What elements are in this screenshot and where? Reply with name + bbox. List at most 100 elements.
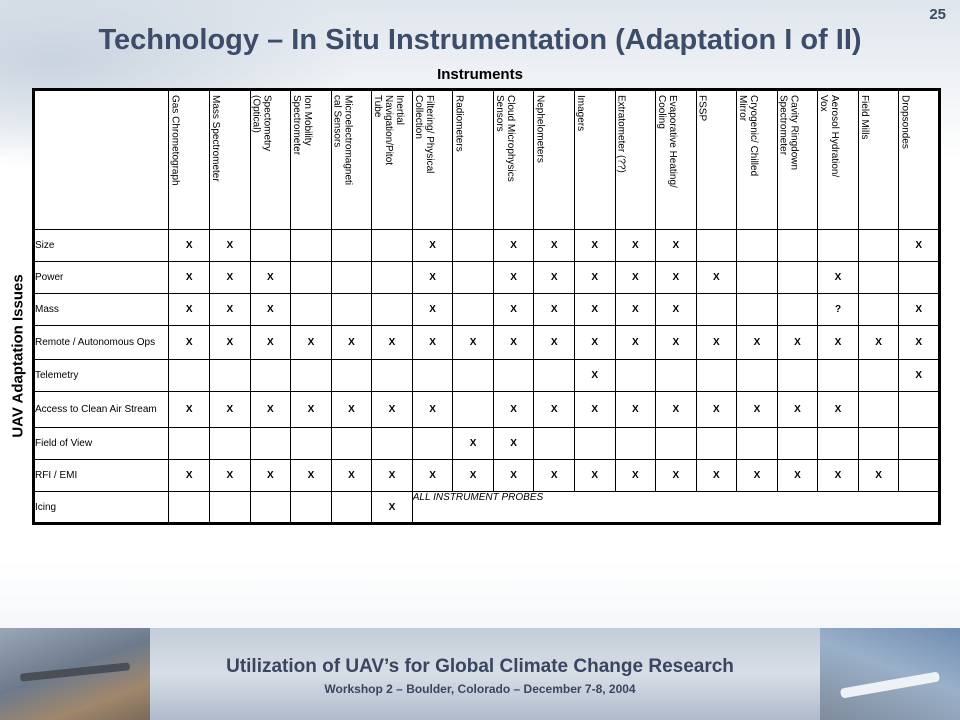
side-label-container: UAV Adaptation Issues: [6, 236, 30, 476]
table-row: Size X X X X X X X X X: [32, 229, 940, 262]
matrix-cell: X: [371, 391, 413, 428]
footer-title: Utilization of UAV’s for Global Climate …: [226, 656, 734, 677]
matrix-cell: [249, 491, 292, 524]
matrix-cell: X: [533, 391, 575, 428]
matrix-cell: [249, 229, 292, 262]
matrix-cell: X: [492, 229, 535, 262]
matrix-cell: [371, 427, 413, 460]
matrix-cell: X: [573, 459, 616, 492]
matrix-cell: X: [249, 391, 292, 428]
matrix-cell: [290, 293, 332, 326]
matrix-cell: X: [655, 293, 697, 326]
matrix-cell: X: [614, 293, 657, 326]
matrix-cell: [533, 359, 575, 392]
matrix-cell: X: [655, 261, 697, 294]
instrument-header: Radiometers: [452, 89, 494, 230]
matrix-cell: X: [209, 261, 251, 294]
instrument-name: Aerosol Hydration/ Vox: [818, 95, 841, 178]
matrix-cell: [411, 359, 454, 392]
matrix-cell: [695, 359, 738, 392]
matrix-cell: X: [290, 391, 332, 428]
matrix-cell: [573, 427, 616, 460]
matrix-cell: X: [452, 427, 494, 460]
matrix-cell: X: [533, 261, 575, 294]
instrument-name: Cryogenic/ Chilled Mirror: [737, 95, 760, 177]
issue-label: Field of View: [32, 427, 170, 460]
table-row: Icing X ALL INSTRUMENT PROBES: [32, 491, 941, 524]
matrix-cell: [249, 359, 292, 392]
instrument-header: Cavity Ringdown Spectrometer: [776, 89, 819, 230]
matrix-cell: [209, 427, 251, 460]
matrix-cell: X: [857, 459, 900, 492]
matrix-cell: X: [655, 325, 697, 360]
instrument-name: Gas Chrometograph: [169, 95, 181, 186]
matrix-cell: X: [898, 229, 940, 262]
table-row: Power X X X X X X X X X X X: [32, 261, 940, 294]
matrix-cell: [655, 359, 697, 392]
matrix-cell: X: [411, 325, 454, 360]
matrix-cell: X: [776, 391, 819, 428]
matrix-cell: [614, 359, 657, 392]
instrument-header: Spectometry (Optical): [249, 89, 292, 230]
matrix-cell: [655, 427, 697, 460]
matrix-cell: X: [614, 459, 657, 492]
matrix-cell: [695, 229, 738, 262]
matrix-cell: X: [857, 325, 900, 360]
matrix-cell: X: [655, 229, 697, 262]
matrix-cell: X: [249, 293, 292, 326]
instrument-header: FSSP: [695, 89, 738, 230]
footer-banner: Utilization of UAV’s for Global Climate …: [0, 628, 960, 720]
matrix-cell: [371, 359, 413, 392]
matrix-cell: X: [371, 491, 413, 524]
table-row: Field of View X X: [32, 427, 940, 460]
matrix-cell: X: [371, 325, 413, 360]
matrix-cell: [168, 359, 211, 392]
instrument-name: Cloud Microphysics Sensors: [493, 95, 516, 182]
matrix-cell: X: [492, 325, 535, 360]
adaptation-matrix: Gas Chrometograph Mass Spectrometer Specto…: [32, 88, 941, 525]
instrument-name: Microelectromagneti cal Sensors: [331, 95, 354, 186]
instrument-header: Cloud Microphysics Sensors: [492, 89, 535, 230]
matrix-cell: [776, 261, 819, 294]
instrument-header: Filtering/ Physical Collection: [411, 89, 454, 230]
instrument-name: Filtering/ Physical Collection: [412, 95, 435, 174]
matrix-cell: [168, 491, 211, 524]
matrix-cell: [898, 459, 940, 492]
matrix-cell: [290, 261, 332, 294]
matrix-cell: [614, 427, 657, 460]
instrument-name: Imagers: [574, 95, 586, 132]
matrix-cell: [492, 359, 535, 392]
instrument-header-row: Gas Chrometograph Mass Spectrometer Specto…: [32, 89, 940, 230]
matrix-cell: X: [898, 325, 940, 360]
instrument-name: FSSP: [696, 95, 708, 122]
slide-title: Technology – In Situ Instrumentation (Ad…: [98, 24, 862, 56]
matrix-cell: [330, 293, 373, 326]
matrix-cell: [898, 391, 940, 428]
matrix-cell: [330, 229, 373, 262]
instrument-name: Evaporative Heating/ Cooling: [656, 95, 679, 188]
issue-label: Remote / Autonomous Ops: [32, 325, 170, 360]
matrix-cell: X: [209, 229, 251, 262]
matrix-cell: X: [695, 325, 738, 360]
instrument-name: Spectometry (Optical): [250, 95, 273, 152]
matrix-cell: [857, 293, 900, 326]
matrix-cell: X: [533, 325, 575, 360]
matrix-cell: X: [492, 459, 535, 492]
matrix-cell: [817, 229, 859, 262]
instrument-name: Cavity Ringdown Spectrometer: [777, 95, 800, 171]
matrix-cell: X: [695, 261, 738, 294]
matrix-cell: X: [817, 391, 859, 428]
matrix-cell: X: [573, 391, 616, 428]
instrument-header: Cryogenic/ Chilled Mirror: [736, 89, 778, 230]
instrument-name: Nephelometers: [534, 95, 546, 163]
matrix-cell: X: [492, 427, 535, 460]
matrix-cell: X: [736, 325, 778, 360]
matrix-cell: [857, 427, 900, 460]
slide-number: 25: [929, 6, 946, 23]
instrument-header: Mass Spectrometer: [209, 89, 251, 230]
matrix-cell: X: [411, 261, 454, 294]
instrument-header: Inertial Navigation/Pitot Tube: [371, 89, 413, 230]
matrix-cell: X: [817, 325, 859, 360]
matrix-cell: [290, 491, 332, 524]
matrix-cell: X: [209, 325, 251, 360]
